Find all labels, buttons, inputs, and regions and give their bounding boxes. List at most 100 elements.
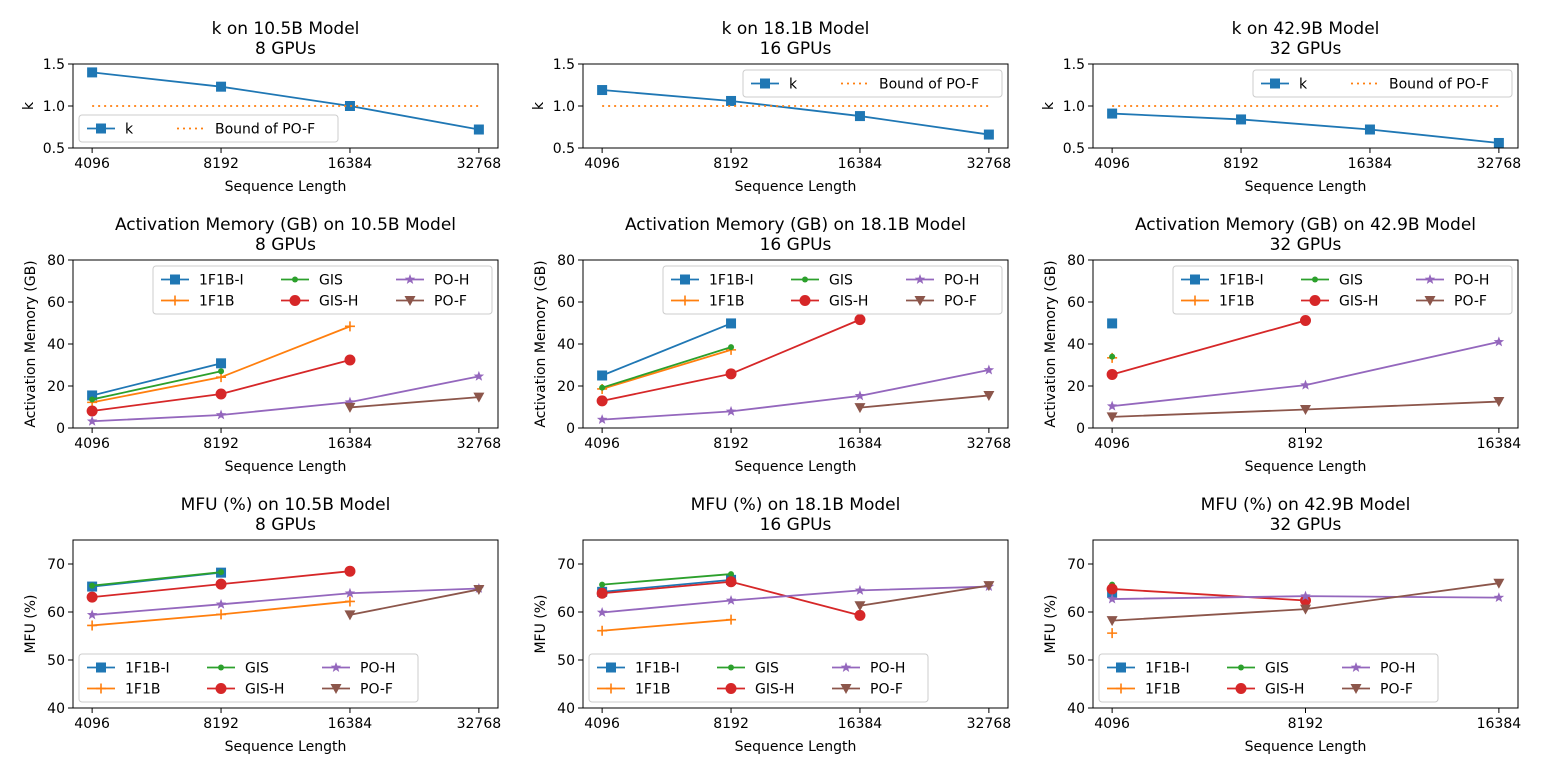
data-point (1107, 318, 1118, 329)
data-point (215, 409, 227, 420)
legend-label: GIS (1339, 273, 1363, 289)
series-line (1112, 112, 1499, 144)
chart-subtitle: 16 GPUs (760, 39, 832, 59)
data-point (1106, 593, 1118, 604)
data-point (983, 129, 994, 140)
legend-marker (840, 684, 852, 694)
legend: k Bound of PO-F (78, 114, 339, 143)
series-po-h (596, 364, 995, 425)
chart-subtitle: 8 GPUs (255, 235, 316, 255)
legend-label: GIS-H (829, 294, 868, 310)
y-axis-label: k (531, 101, 547, 110)
data-point (854, 609, 866, 621)
y-tick-label: 50 (557, 653, 575, 669)
data-point (1236, 114, 1247, 125)
legend-label: PO-F (434, 294, 467, 310)
legend-box (78, 114, 339, 143)
legend-marker (1424, 274, 1436, 284)
x-tick-label: 32768 (457, 156, 502, 172)
chart-title: Activation Memory (GB) on 18.1B Model (625, 215, 966, 235)
legend-item-1f1b: 1F1B (87, 682, 160, 698)
y-tick-label: 60 (47, 605, 65, 621)
data-point (344, 596, 355, 607)
legend-marker (1270, 78, 1280, 89)
legend-label: 1F1B (1145, 682, 1180, 698)
data-point (854, 314, 866, 326)
legend-item-1f1b-i: 1F1B-I (671, 273, 754, 289)
data-point (1493, 336, 1505, 347)
data-point (344, 321, 355, 332)
x-tick-label: 4096 (74, 716, 110, 732)
legend-marker (760, 78, 770, 89)
legend-marker (292, 276, 298, 283)
legend-item-gis: GIS (1227, 661, 1289, 677)
legend-marker (680, 295, 690, 306)
axes-frame (72, 63, 499, 149)
series-line (92, 71, 480, 131)
data-point (596, 587, 608, 599)
series-line (91, 362, 222, 397)
chart-title: k on 10.5B Model (212, 19, 360, 39)
data-point (216, 609, 227, 620)
data-point (983, 581, 995, 592)
legend-item-gis: GIS (1301, 273, 1363, 289)
series-gis-h (596, 576, 866, 621)
series-line (859, 394, 989, 409)
legend-marker (170, 295, 180, 306)
legend-label: k (1299, 77, 1308, 93)
data-point (1106, 400, 1118, 411)
x-tick-label: 16384 (838, 156, 883, 172)
axes-frame (582, 63, 1009, 149)
x-tick-label: 32768 (967, 436, 1012, 452)
legend-marker (1238, 664, 1244, 671)
legend-item-gis-h: GIS-H (281, 294, 358, 310)
series-line (349, 396, 479, 409)
legend-marker (215, 683, 227, 694)
y-axis-label: Activation Memory (GB) (23, 260, 39, 427)
legend-marker (1116, 683, 1126, 694)
series-gis-h (1106, 583, 1311, 606)
axes-frame (1092, 539, 1519, 709)
legend-item-bound-of-po-f: Bound of PO-F (1351, 77, 1489, 93)
series-line (1111, 319, 1306, 376)
legend-item-po-f: PO-F (396, 294, 467, 310)
series-gis (599, 571, 735, 588)
data-point (854, 584, 866, 595)
series-1f1b (87, 596, 355, 631)
series-line (349, 588, 480, 616)
axes-frame (72, 259, 499, 429)
x-tick-label: 16384 (1348, 156, 1393, 172)
legend-item-1f1b: 1F1B (1107, 682, 1180, 698)
series-k (1107, 108, 1504, 148)
chart-title: k on 18.1B Model (722, 19, 870, 39)
x-tick-label: 8192 (713, 436, 749, 452)
data-point (218, 569, 225, 576)
x-tick-label: 32768 (967, 156, 1012, 172)
series-line (601, 349, 732, 390)
series-gis-h (596, 314, 866, 407)
y-tick-label: 40 (47, 701, 65, 717)
data-point (344, 101, 355, 111)
legend-marker (802, 276, 808, 283)
data-point (728, 571, 735, 578)
data-point (725, 368, 737, 380)
data-point (726, 95, 737, 106)
y-axis-label: k (1041, 101, 1057, 110)
data-point (1493, 397, 1505, 408)
legend-marker (680, 274, 690, 285)
y-tick-label: 1.0 (43, 99, 65, 115)
legend-label: GIS-H (755, 682, 794, 698)
data-point (1300, 314, 1311, 326)
legend-label: 1F1B (199, 294, 234, 310)
legend-marker (606, 662, 616, 673)
data-point (726, 614, 737, 625)
y-tick-label: 70 (47, 557, 65, 573)
legend-marker (728, 664, 734, 671)
legend-label: PO-H (1454, 273, 1489, 289)
chart-subtitle: 32 GPUs (1270, 39, 1342, 59)
legend-label: 1F1B-I (1145, 661, 1190, 677)
axes-frame (582, 259, 1009, 429)
legend-label: PO-F (1380, 682, 1413, 698)
legend-item-po-h: PO-H (832, 661, 905, 677)
